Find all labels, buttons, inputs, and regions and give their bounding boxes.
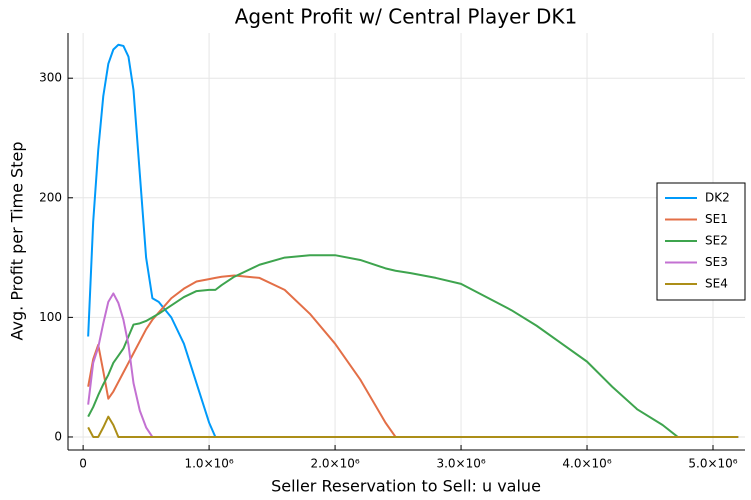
y-tick-label: 300 — [39, 71, 62, 85]
x-tick-label: 4.0×10⁶ — [562, 457, 611, 471]
x-tick-label: 1.0×10⁶ — [184, 457, 233, 471]
x-tick-label: 2.0×10⁶ — [310, 457, 359, 471]
line-series — [87, 415, 739, 438]
x-tick-label: 0 — [79, 457, 87, 471]
y-axis-label: Avg. Profit per Time Step — [8, 142, 27, 341]
x-tick-label: 5.0×10⁶ — [688, 457, 737, 471]
x-axis-label: Seller Reservation to Sell: u value — [271, 477, 541, 496]
line-series — [87, 254, 739, 438]
y-tick-label: 0 — [54, 429, 62, 443]
y-tick-label: 100 — [39, 310, 62, 324]
legend-label: SE1 — [705, 212, 728, 226]
line-series — [87, 274, 739, 438]
chart-title: Agent Profit w/ Central Player DK1 — [235, 5, 578, 29]
x-tick-label: 3.0×10⁶ — [436, 457, 485, 471]
line-series — [87, 43, 739, 438]
legend-label: SE4 — [705, 277, 728, 291]
line-series — [87, 292, 739, 438]
legend-label: DK2 — [705, 191, 730, 205]
legend-label: SE3 — [705, 255, 728, 269]
y-tick-label: 200 — [39, 190, 62, 204]
legend: DK2 SE1 SE2 SE3 SE4 — [656, 182, 746, 301]
legend-label: SE2 — [705, 234, 728, 248]
